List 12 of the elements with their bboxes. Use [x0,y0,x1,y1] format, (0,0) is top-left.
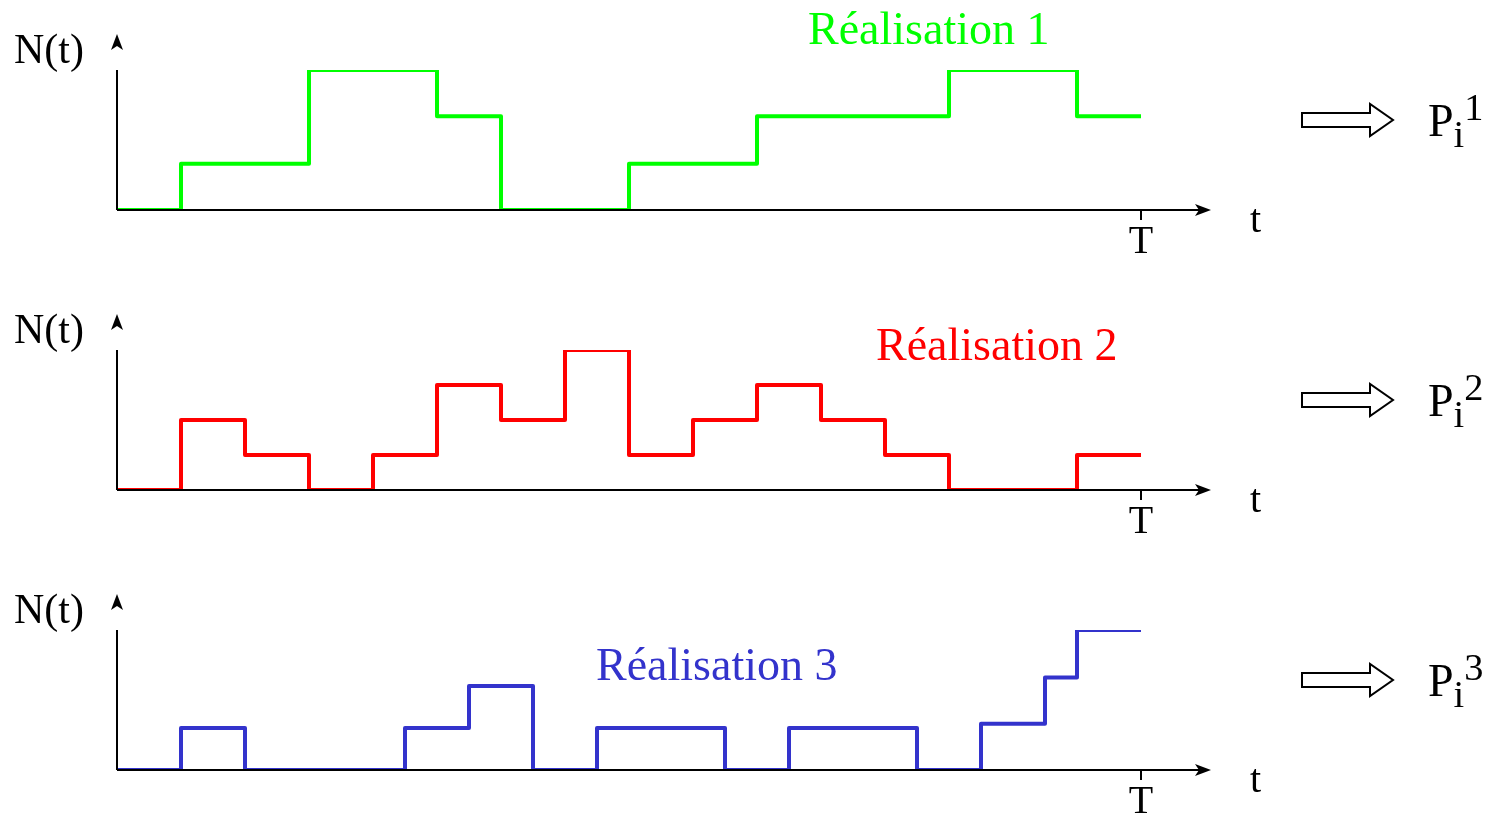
series-label: Réalisation 2 [876,318,1118,371]
x-axis-title: t [1250,475,1262,522]
x-axis-title: t [1250,755,1262,802]
y-axis-title: N(t) [14,305,84,353]
y-axis-title: N(t) [14,25,84,73]
y-axis-title: N(t) [14,585,84,633]
series-label: Réalisation 1 [808,2,1050,55]
text: T [1127,216,1155,263]
x-axis-title: t [1250,195,1262,242]
series-label: Réalisation 3 [596,638,838,691]
text: T [1127,496,1155,543]
text: T [1127,776,1155,823]
